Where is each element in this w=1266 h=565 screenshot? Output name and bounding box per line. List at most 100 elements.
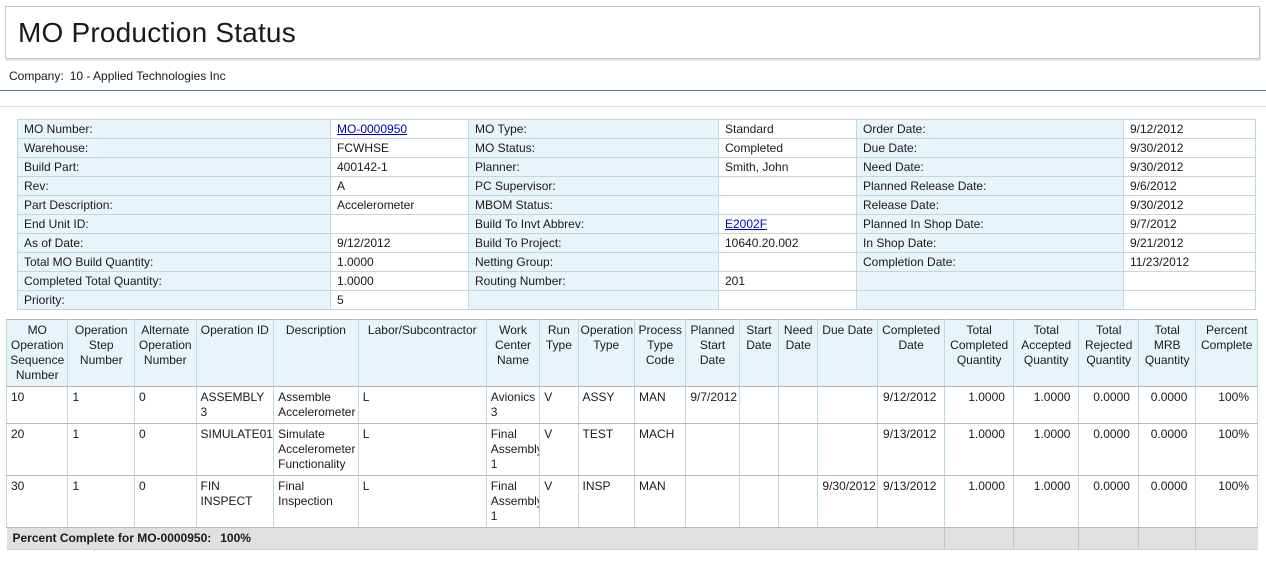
detail-row: Build Part: 400142-1 Planner: Smith, Joh… — [17, 157, 1256, 177]
col-header-total-completed-quantity: Total Completed Quantity — [944, 319, 1014, 387]
col-header-total-accepted-quantity: Total Accepted Quantity — [1012, 319, 1080, 387]
build-to-invt-abbrev-link[interactable]: E2002F — [725, 217, 768, 231]
grid-cell: 100% — [1195, 423, 1258, 476]
col-header-labor-subcontractor: Labor/Subcontractor — [357, 319, 487, 387]
summary-label: Percent Complete for MO-0000950: — [12, 531, 212, 545]
detail-value — [330, 214, 469, 234]
detail-value: 400142-1 — [330, 157, 469, 177]
detail-label: Release Date: — [856, 195, 1124, 215]
grid-cell — [738, 475, 780, 528]
detail-label: Build To Invt Abbrev: — [468, 214, 719, 234]
detail-label: As of Date: — [17, 233, 331, 253]
grid-cell — [738, 423, 780, 476]
detail-value — [1123, 290, 1256, 310]
detail-label: Routing Number: — [468, 271, 719, 291]
grid-header-row: MO Operation Sequence Number Operation S… — [5, 319, 1258, 387]
grid-cell: 1.0000 — [944, 475, 1014, 528]
grid-cell: 0.0000 — [1078, 475, 1139, 528]
detail-row: MO Number: MO-0000950 MO Type: Standard … — [17, 119, 1256, 139]
grid-cell: L — [357, 386, 487, 424]
summary-empty-cell — [1012, 527, 1079, 550]
detail-label: Completion Date: — [856, 252, 1124, 272]
grid-cell — [685, 475, 740, 528]
grid-cell: Simulate Accelerometer Functionality — [273, 423, 359, 476]
detail-value: 11/23/2012 — [1123, 252, 1256, 272]
grid-cell: MACH — [633, 423, 687, 476]
col-header-need-date: Need Date — [778, 319, 819, 387]
company-value: 10 - Applied Technologies Inc — [69, 69, 226, 83]
grid-cell — [778, 423, 819, 476]
col-header-operation-step-number: Operation Step Number — [67, 319, 136, 387]
grid-cell: 100% — [1195, 475, 1258, 528]
grid-cell: 1.0000 — [1012, 475, 1080, 528]
col-header-description: Description — [273, 319, 359, 387]
col-header-start-date: Start Date — [738, 319, 780, 387]
operation-row: 20 1 0 SIMULATE01 Simulate Accelerometer… — [5, 423, 1258, 476]
summary-empty-cell — [944, 527, 1014, 550]
grid-cell: 9/13/2012 — [876, 475, 946, 528]
detail-row: Completed Total Quantity: 1.0000 Routing… — [17, 271, 1256, 291]
grid-cell: ASSEMBLY 3 — [195, 386, 275, 424]
detail-label: Planner: — [468, 157, 719, 177]
col-header-total-rejected-quantity: Total Rejected Quantity — [1078, 319, 1139, 387]
mo-number-link[interactable]: MO-0000950 — [337, 122, 408, 136]
grid-cell: 1 — [67, 386, 136, 424]
detail-label: Planned Release Date: — [856, 176, 1124, 196]
grid-cell: TEST — [577, 423, 635, 476]
grid-cell: 9/13/2012 — [876, 423, 946, 476]
detail-value: 9/30/2012 — [1123, 195, 1256, 215]
detail-value: 5 — [330, 290, 469, 310]
detail-label: PC Supervisor: — [468, 176, 719, 196]
grid-cell: 100% — [1195, 386, 1258, 424]
detail-label: MBOM Status: — [468, 195, 719, 215]
detail-label: Due Date: — [856, 138, 1124, 158]
grid-cell: 0.0000 — [1137, 423, 1197, 476]
detail-label: Need Date: — [856, 157, 1124, 177]
grid-cell — [778, 475, 819, 528]
detail-row: Part Description: Accelerometer MBOM Sta… — [17, 195, 1256, 215]
grid-cell: 1 — [67, 475, 136, 528]
grid-cell — [738, 386, 780, 424]
page-title: MO Production Status — [18, 16, 296, 48]
panel-divider — [0, 106, 1266, 107]
detail-label: MO Status: — [468, 138, 719, 158]
col-header-mo-operation-sequence-number: MO Operation Sequence Number — [5, 319, 69, 387]
grid-cell: SIMULATE01 — [195, 423, 275, 476]
detail-row: Warehouse: FCWHSE MO Status: Completed D… — [17, 138, 1256, 158]
grid-cell: L — [357, 423, 487, 476]
grid-cell: 1.0000 — [1012, 386, 1080, 424]
detail-label: Build Part: — [17, 157, 331, 177]
grid-cell: MAN — [633, 386, 687, 424]
detail-value: 9/21/2012 — [1123, 233, 1256, 253]
detail-value: 201 — [718, 271, 857, 291]
summary-empty-cell — [1078, 527, 1139, 550]
detail-value: FCWHSE — [330, 138, 469, 158]
percent-complete-summary: Percent Complete for MO-0000950: 100% — [6, 527, 945, 550]
detail-value: 10640.20.002 — [718, 233, 857, 253]
grid-cell: 9/30/2012 — [817, 475, 878, 528]
grid-cell: 1.0000 — [944, 386, 1014, 424]
detail-value: 1.0000 — [330, 271, 469, 291]
detail-value — [1123, 271, 1256, 291]
detail-value — [718, 290, 857, 310]
detail-value: 9/30/2012 — [1123, 157, 1256, 177]
detail-label: Warehouse: — [17, 138, 331, 158]
grid-cell: 30 — [5, 475, 69, 528]
grid-cell: 9/7/2012 — [685, 386, 740, 424]
detail-label — [856, 290, 1124, 310]
grid-cell: 9/12/2012 — [876, 386, 946, 424]
detail-row: Total MO Build Quantity: 1.0000 Netting … — [17, 252, 1256, 272]
detail-value: 9/12/2012 — [1123, 119, 1256, 139]
detail-value — [718, 252, 857, 272]
detail-label: MO Type: — [468, 119, 719, 139]
grid-cell: 0.0000 — [1078, 386, 1139, 424]
detail-label: Completed Total Quantity: — [17, 271, 331, 291]
detail-label — [468, 290, 719, 310]
detail-label: Rev: — [17, 176, 331, 196]
detail-value: 9/30/2012 — [1123, 138, 1256, 158]
grid-cell: 1.0000 — [944, 423, 1014, 476]
grid-cell — [817, 423, 878, 476]
grid-cell: 0 — [134, 386, 197, 424]
detail-row: End Unit ID: Build To Invt Abbrev: E2002… — [17, 214, 1256, 234]
grid-cell — [685, 423, 740, 476]
